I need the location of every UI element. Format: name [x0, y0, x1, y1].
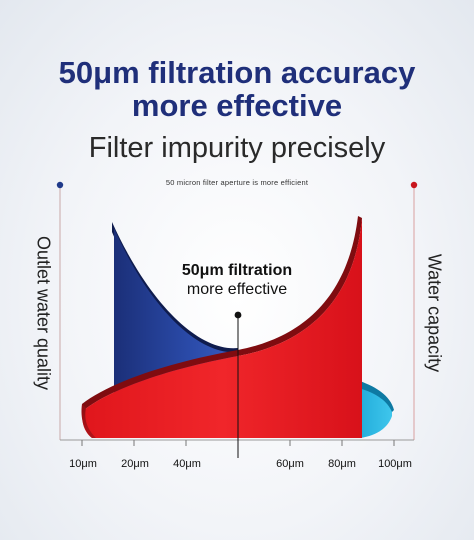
left-axis-dot — [56, 181, 64, 189]
subtitle: Filter impurity precisely — [88, 132, 386, 164]
tick-label-80um: 80μm — [328, 458, 356, 470]
tick-label-40um: 40μm — [173, 458, 201, 470]
filter-note: 50 micron filter aperture is more effici… — [165, 178, 309, 187]
right-axis-dot — [410, 181, 418, 189]
tick-label-10um: 10μm — [69, 458, 97, 470]
capacity-curve-side — [81, 404, 96, 438]
capacity-curve-edge — [82, 216, 362, 410]
tick-label-60um: 60μm — [276, 458, 304, 470]
callout-subtitle: more effective — [186, 281, 288, 298]
tick-label-20um: 20μm — [121, 458, 149, 470]
outlet-water-quality-label: Outlet water quality — [33, 235, 54, 391]
headline-line-1: 50μm filtration accuracy — [58, 55, 416, 90]
callout-title: 50μm filtration — [181, 262, 293, 279]
tick-label-100um: 100μm — [378, 458, 412, 470]
marker-dot-50um — [234, 311, 242, 319]
headline-line-2: more effective — [131, 88, 343, 123]
capacity-curve-shape — [82, 218, 362, 438]
